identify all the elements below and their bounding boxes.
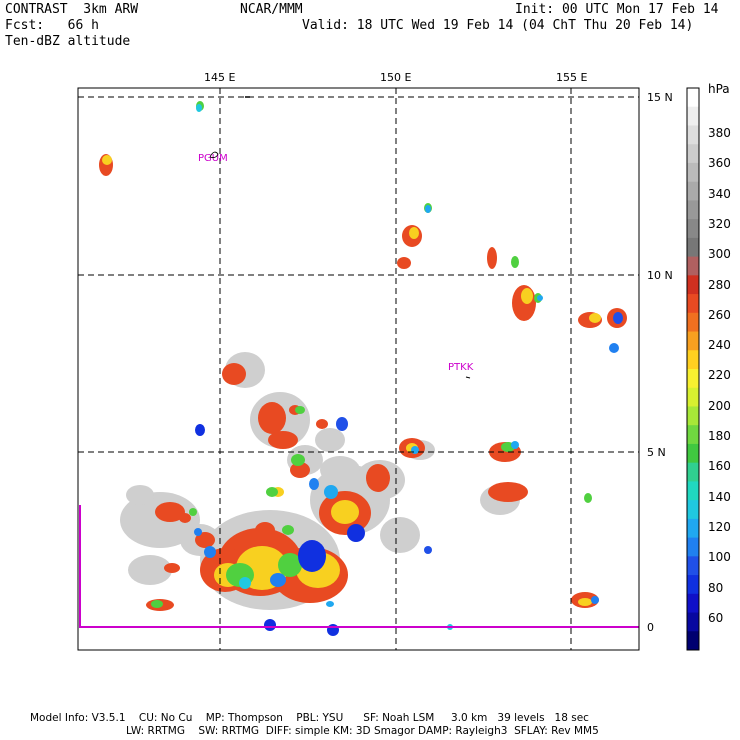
map-frame [77,87,640,651]
product-title: CONTRAST 3km ARW [5,2,139,17]
model-info-line2: LW: RRTMG SW: RRTMG DIFF: simple KM: 3D … [126,725,599,737]
lat-label-10n: 10 N [647,269,673,282]
colorbar-swatch [687,219,699,239]
lat-label-5n: 5 N [647,446,666,459]
model-info-line1: Model Info: V3.5.1 CU: No Cu MP: Thompso… [30,712,589,724]
field-name: Ten-dBZ altitude [5,34,131,49]
colorbar-swatch [687,462,699,482]
colorbar-swatch [687,237,699,258]
colorbar-swatch [687,387,699,407]
colorbar-swatch [687,425,699,445]
lon-label-150: 150 E [380,71,412,84]
lat-lon-grid [78,88,639,650]
colorbar-swatch [687,181,699,201]
colorbar-swatch [687,518,699,539]
lon-label-145: 145 E [204,71,236,84]
colorbar-swatch [687,481,699,501]
colorbar-swatch [687,200,699,220]
echo-blue-cores [194,104,623,636]
colorbar-unit: hPa [708,82,730,96]
colorbar-tick-label: 220 [708,368,731,383]
colorbar-swatch [687,88,699,108]
colorbar-tick-label: 260 [708,307,731,322]
lat-label-0: 0 [647,621,654,634]
station-label-pgum: PGUM [198,153,228,164]
station-label-ptkk: PTKK [448,362,474,373]
colorbar-swatch [687,556,699,576]
colorbar-swatch [687,312,699,333]
colorbar-tick-label: 120 [708,519,731,534]
colorbar-swatch [687,256,699,276]
forecast-hour: Fcst: 66 h [5,18,99,33]
colorbar-tick-label: 200 [708,398,731,413]
colorbar-tick-label: 300 [708,247,731,262]
colorbar-swatch [687,350,699,370]
org-label: NCAR/MMM [240,2,303,17]
colorbar-swatch [687,631,699,651]
colorbar-tick-label: 100 [708,550,731,565]
colorbar-tick-label: 80 [708,580,724,595]
colorbar-tick-label: 380 [708,126,731,140]
chuuk-coastline [465,376,471,379]
colorbar-swatch [687,537,699,557]
colorbar-swatch [687,275,699,295]
colorbar-tick-label: 280 [708,277,731,292]
colorbar-tick-label: 240 [708,338,731,353]
colorbar-frame [686,87,700,651]
colorbar-tick-label: 340 [708,186,731,201]
guam-coastline [209,151,219,158]
init-time: Init: 00 UTC Mon 17 Feb 14 [515,2,719,17]
colorbar-swatch [687,406,699,426]
colorbar-tick-label: 180 [708,429,731,443]
colorbar-tick-label: 320 [708,216,731,231]
colorbar-swatch [687,162,699,183]
colorbar-tick-label: 60 [708,610,724,625]
colorbar-swatch [687,500,699,520]
colorbar-swatch [687,593,699,614]
valid-time: Valid: 18 UTC Wed 19 Feb 14 (04 ChT Thu … [302,18,694,33]
colorbar-swatch [687,106,699,126]
colorbar-swatch [687,369,699,389]
colorbar-swatch [687,331,699,351]
colorbar-tick-label: 160 [708,459,731,474]
colorbar-swatch [687,144,699,164]
colorbar-swatch [687,443,699,464]
colorbar-swatch [687,575,699,595]
colorbar-tick-label: 140 [708,489,731,504]
lat-label-15n: 15 N [647,91,673,104]
colorbar-swatch [687,125,699,145]
colorbar-swatch [687,612,699,632]
colorbar-swatch [687,294,699,314]
colorbar-tick-label: 360 [708,156,731,171]
colorbar [686,87,700,651]
lon-label-155: 155 E [556,71,588,84]
